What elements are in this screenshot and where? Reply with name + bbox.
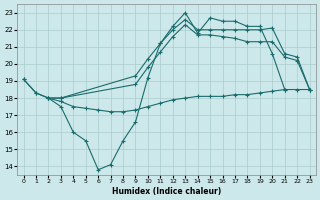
X-axis label: Humidex (Indice chaleur): Humidex (Indice chaleur) [112,187,221,196]
